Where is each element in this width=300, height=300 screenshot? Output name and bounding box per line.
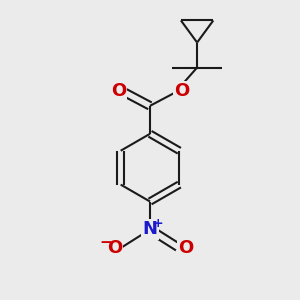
Text: N: N — [142, 220, 158, 238]
Text: −: − — [100, 235, 112, 250]
Text: O: O — [107, 239, 122, 257]
Text: O: O — [111, 82, 126, 100]
Text: O: O — [178, 239, 193, 257]
Text: +: + — [153, 217, 164, 230]
Text: O: O — [174, 82, 189, 100]
